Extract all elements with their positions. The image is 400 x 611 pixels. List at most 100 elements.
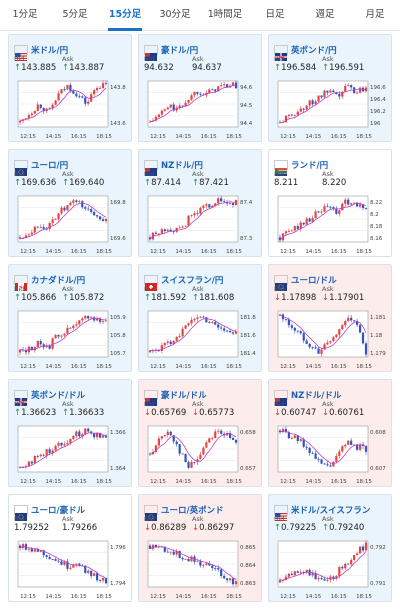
candle-body [148,350,152,353]
currency-card[interactable]: NZドル/円 Bid Ask ↑87.414 ↑87.421 12:15 14:15 16:1… [138,149,262,257]
ask-value: ↓0.60761 [322,408,365,418]
pair-title[interactable]: 米ドル/円 [31,45,69,56]
candle-body [284,319,288,320]
tab-15分足[interactable]: 15分足 [100,0,150,31]
pair-title[interactable]: カナダドル/円 [31,275,86,286]
candle-body [33,549,36,552]
card-header[interactable]: 豪ドル/円 [144,39,257,61]
price-chart: 12:15 14:15 16:15 18:15 181.8 181.6 181.4 [147,310,256,370]
candle-body [51,104,54,109]
currency-card[interactable]: 豪ドル/円 Bid Ask 94.632 94.637 12:15 14:15 16:15 18… [138,34,262,142]
currency-card[interactable]: ユーロ/円 Bid Ask ↑169.636 ↑169.640 12:15 14:15 16:… [8,149,132,257]
candle-body [226,432,229,436]
card-header[interactable]: スイスフラン/円 [144,269,257,291]
card-header[interactable]: 英ポンド/円 [274,39,387,61]
currency-card[interactable]: スイスフラン/円 Bid Ask ↑181.592 ↑181.608 12:15 14:15… [138,264,262,372]
price-chart: 12:15 14:15 16:15 18:15 87.4 87.3 [147,195,253,255]
card-header[interactable]: 米ドル/円 [14,39,127,61]
tab-週足[interactable]: 週足 [315,9,335,20]
candle-body [208,322,211,324]
pair-title[interactable]: 英ポンド/円 [291,45,337,56]
candle-body [45,228,48,230]
candle-body [166,431,169,436]
tab-1時間足[interactable]: 1時間足 [207,9,243,20]
candle-body [358,87,362,93]
x-tick-label: 18:15 [226,134,242,140]
bid-value: ↑181.592 [144,293,187,303]
candle-body [341,203,344,211]
candle-body [90,570,93,576]
flag-icon [14,389,28,406]
currency-card[interactable]: NZドル/ドル Bid Ask ↓0.60747 ↓0.60761 12:15 14:15 1… [268,379,392,487]
candle-body [199,93,202,95]
bid-value: ↑0.79225 [274,523,317,533]
currency-card[interactable]: ランド/円 Bid Ask 8.211 8.220 12:15 14:15 16:15 18:1… [268,149,392,257]
candle-body [42,550,45,556]
candle-body [84,97,87,104]
card-header[interactable]: NZドル/円 [144,154,257,176]
candle-body [78,201,81,203]
card-header[interactable]: ユーロ/英ポンド [144,499,257,521]
candle-body [193,91,196,96]
currency-card[interactable]: 英ポンド/円 Bid Ask ↑196.584 ↑196.591 12:15 14:15 16… [268,34,392,142]
pair-title[interactable]: ユーロ/ドル [291,275,337,286]
y-tick-label: 94.5 [240,103,253,109]
candle-body [338,451,341,456]
candle-body [172,435,175,442]
pair-title[interactable]: ユーロ/円 [31,160,69,171]
card-header[interactable]: ユーロ/円 [14,154,127,176]
price-chart: 12:15 14:15 16:15 18:15 143.8 143.6 [17,80,126,140]
currency-card[interactable]: ユーロ/英ポンド Bid Ask ↓0.86289 ↓0.86297 12:15 14:15… [138,494,262,602]
pair-title[interactable]: ユーロ/英ポンド [161,505,224,516]
tab-30分足[interactable]: 30分足 [159,9,191,20]
pair-title[interactable]: 米ドル/スイスフラン [291,505,371,516]
candle-body [341,325,344,330]
y-tick-label: 181.6 [240,333,256,339]
ask-label: Ask [62,515,74,523]
candle-body [223,575,226,579]
x-tick-label: 18:15 [96,249,112,255]
y-tick-label: 169.8 [110,200,126,206]
card-header[interactable]: 英ポンド/ドル [14,384,127,406]
currency-card[interactable]: 英ポンド/ドル Bid Ask ↑1.36623 ↑1.36633 12:15 14:15 1… [8,379,132,487]
currency-card[interactable]: 豪ドル/ドル Bid Ask ↓0.65769 ↓0.65773 12:15 14:15 16… [138,379,262,487]
currency-card[interactable]: 米ドル/スイスフラン Bid Ask ↑0.79225 ↑0.79240 12:15 14:… [268,494,392,602]
candle-body [202,205,205,208]
pair-title[interactable]: 豪ドル/円 [161,45,199,56]
candle-body [190,95,193,100]
candle-body [154,445,158,452]
candle-body [217,86,220,92]
pair-title[interactable]: ユーロ/豪ドル [31,505,86,516]
candle-body [231,578,235,585]
tab-月足[interactable]: 月足 [365,9,385,20]
candle-body [27,115,30,119]
pair-title[interactable]: スイスフラン/円 [161,275,224,286]
currency-card[interactable]: ユーロ/ドル Bid Ask ↓1.17898 ↓1.17901 12:15 14:15 16… [268,264,392,372]
card-header[interactable]: ランド/円 [274,154,387,176]
pair-title[interactable]: NZドル/ドル [291,390,342,401]
pair-title[interactable]: NZドル/円 [161,160,203,171]
tab-5分足[interactable]: 5分足 [62,9,88,20]
y-tick-label: 94.4 [240,121,253,127]
tab-1分足[interactable]: 1分足 [12,9,38,20]
y-tick-label: 1.794 [110,581,126,587]
candle-body [178,336,181,338]
pair-title[interactable]: ランド/円 [291,160,329,171]
pair-title[interactable]: 英ポンド/ドル [31,390,86,401]
candle-body [187,99,190,103]
card-header[interactable]: 米ドル/スイスフラン [274,499,387,521]
card-header[interactable]: カナダドル/円 [14,269,127,291]
card-header[interactable]: ユーロ/豪ドル [14,499,127,521]
candle-body [157,233,160,235]
y-tick-label: 0.863 [240,581,256,587]
currency-card[interactable]: ユーロ/豪ドル Bid Ask 1.79252 1.79266 12:15 14:15 16:… [8,494,132,602]
tab-日足[interactable]: 日足 [265,9,285,20]
candle-body [208,563,211,566]
card-header[interactable]: ユーロ/ドル [274,269,387,291]
pair-title[interactable]: 豪ドル/ドル [161,390,207,401]
card-header[interactable]: 豪ドル/ドル [144,384,257,406]
currency-card[interactable]: カナダドル/円 Bid Ask ↑105.866 ↑105.872 12:15 14:15 1… [8,264,132,372]
card-header[interactable]: NZドル/ドル [274,384,387,406]
candle-body [364,445,368,452]
currency-card[interactable]: 米ドル/円 Bid Ask ↑143.885 ↑143.887 12:15 14:15 16:… [8,34,132,142]
